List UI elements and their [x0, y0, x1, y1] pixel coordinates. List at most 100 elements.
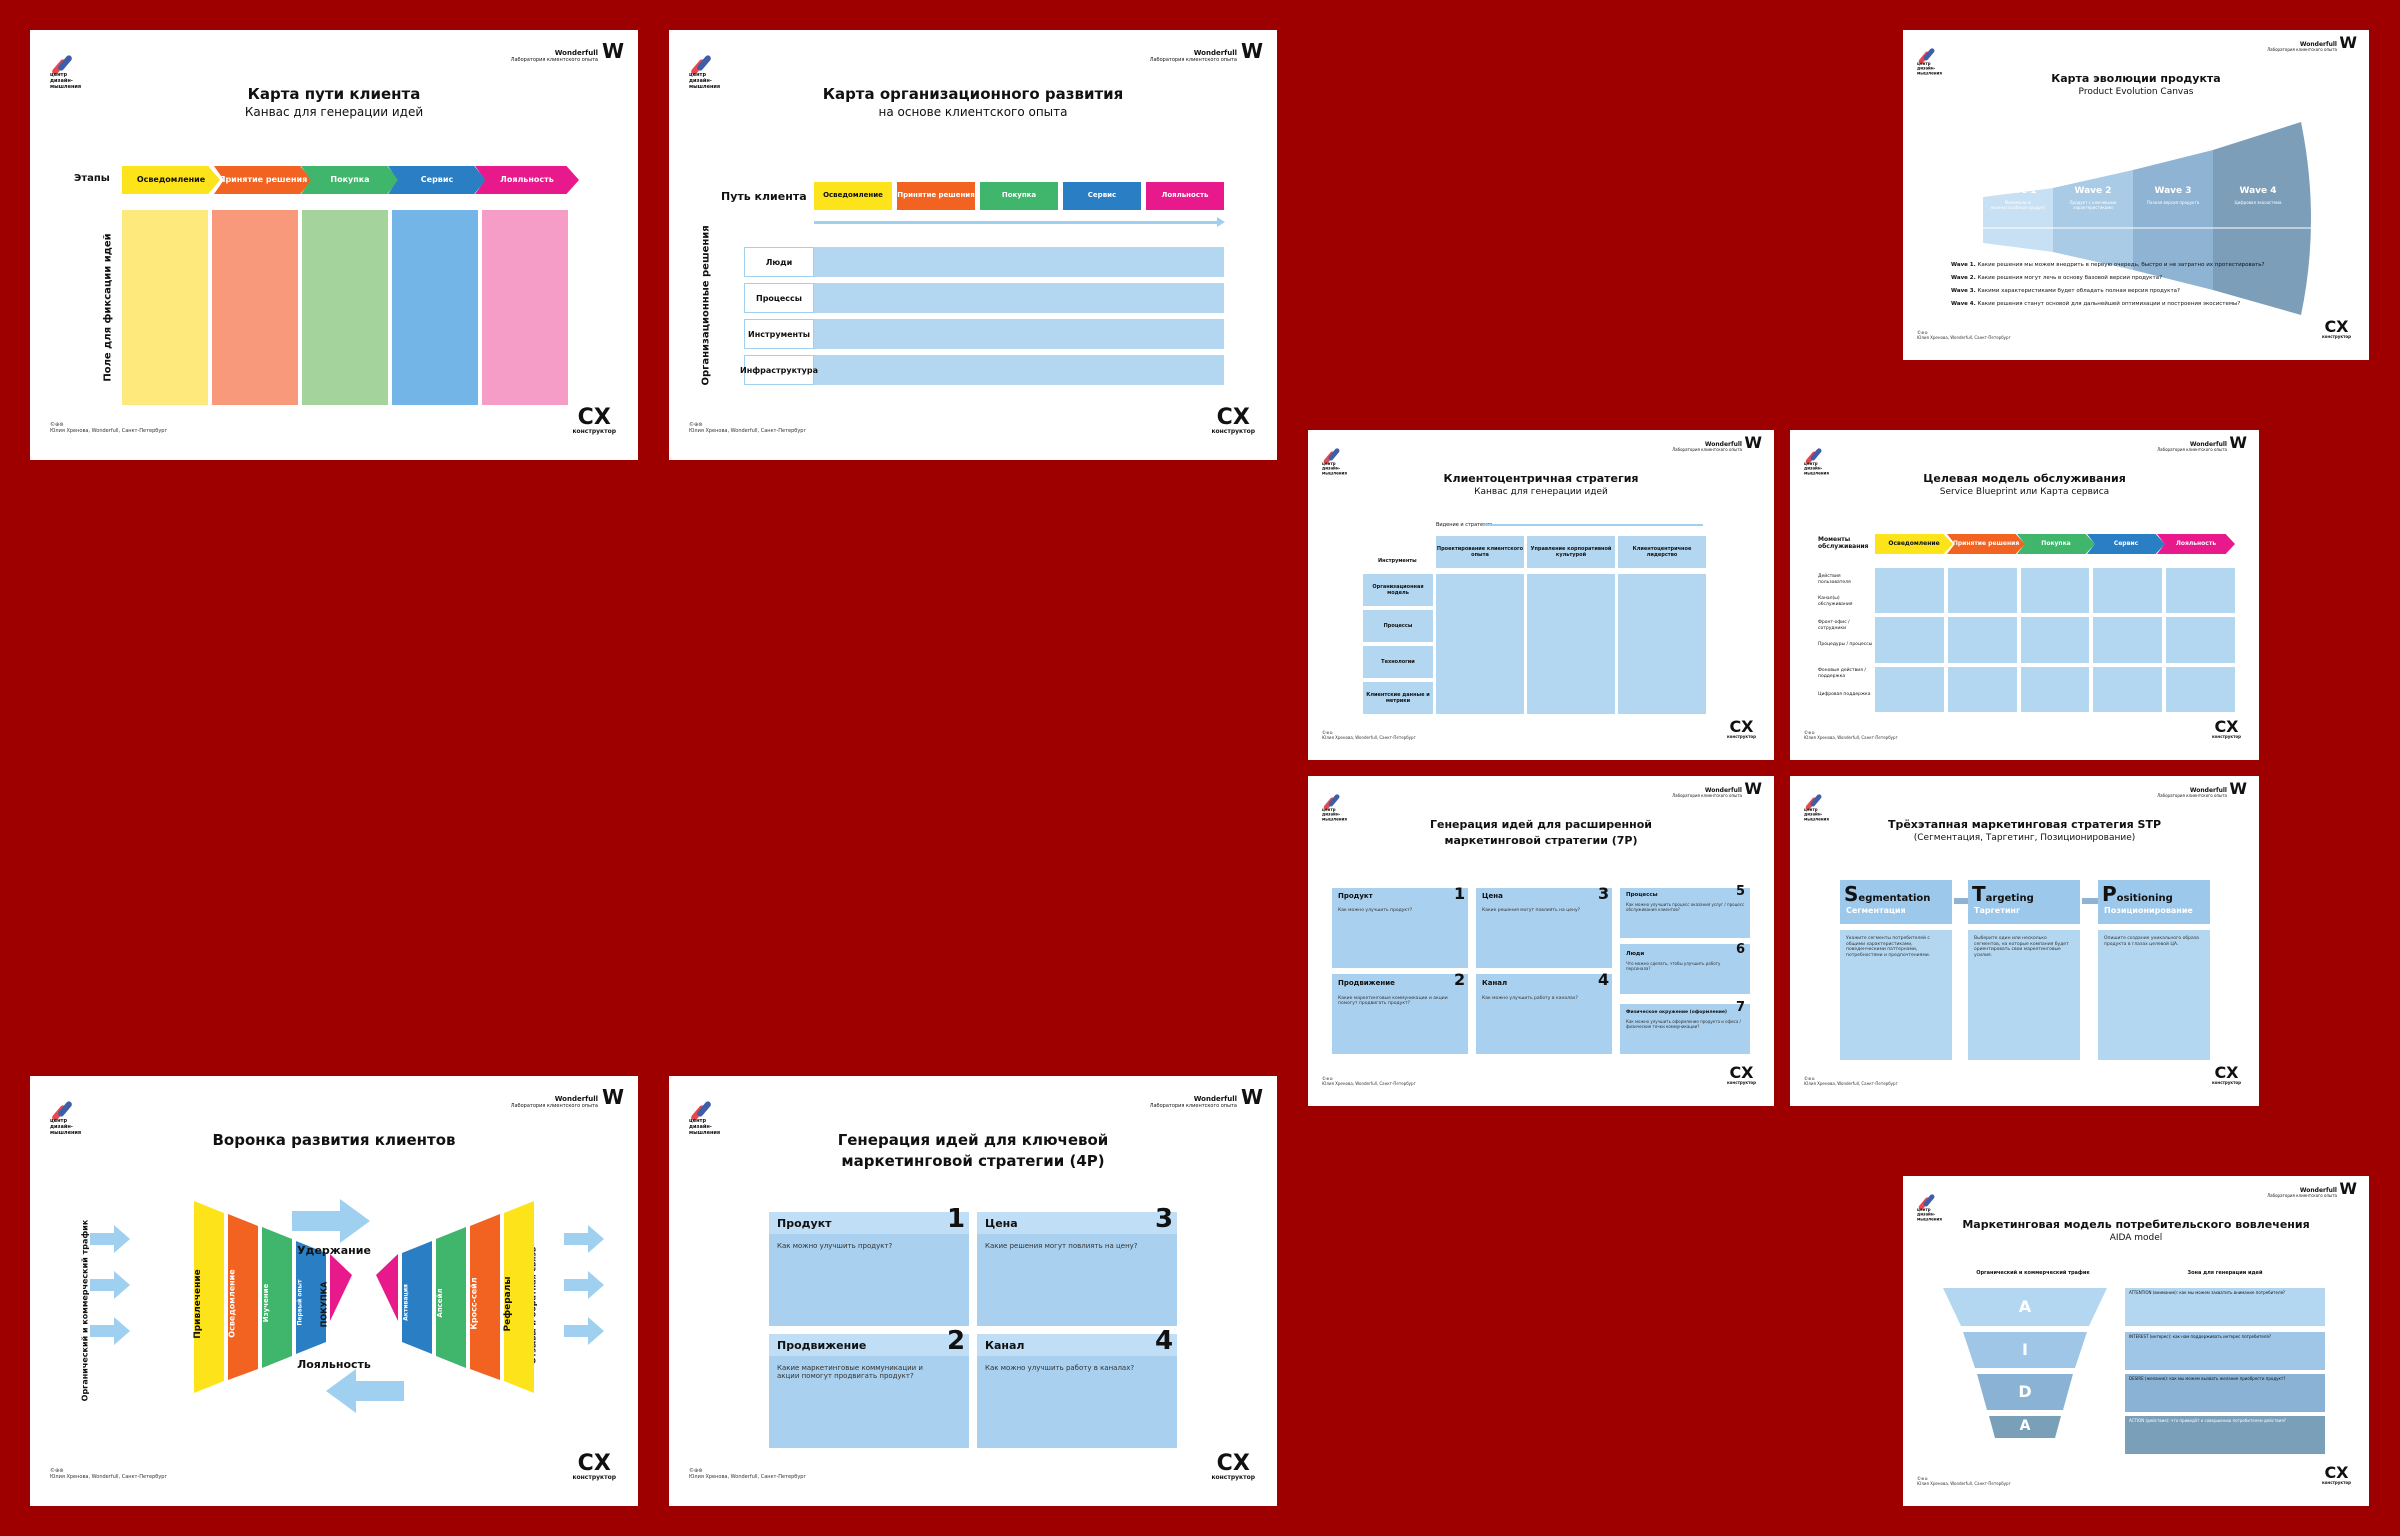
aida-letter-i: I: [2022, 1340, 2028, 1359]
strategy-col-header: Проектирование клиентского опыта: [1436, 536, 1524, 568]
stp-pos-field[interactable]: [2098, 930, 2210, 1060]
4p-promotion-number: 2: [947, 1326, 966, 1356]
in-arrow-3: [90, 1317, 130, 1345]
7p-place-box[interactable]: [1476, 974, 1612, 1054]
stp-tar-field[interactable]: [1968, 930, 2080, 1060]
card-stp[interactable]: центр дизайн-мышления Wonderfull Лаборато…: [1790, 776, 2259, 1106]
4p-place-question: Как можно улучшить работу в каналах?: [985, 1364, 1135, 1372]
card-7p[interactable]: центр дизайн-мышления Wonderfull Лаборато…: [1308, 776, 1774, 1106]
cx-logo: CX конструктор: [1726, 717, 1756, 740]
wave-4-shape: [2213, 122, 2311, 315]
org-row-processes[interactable]: [744, 283, 1224, 313]
stage-label: Кросс-сейл: [469, 1277, 479, 1330]
7p-product-title: Продукт: [1338, 892, 1373, 900]
card-4p[interactable]: центр дизайн-мышления Wonderfull Лаборато…: [669, 1076, 1277, 1506]
wonderfull-logo: Wonderfull Лаборатория клиентского опыта W: [2267, 1179, 2357, 1199]
stage-label-purchase: ПОКУПКА: [319, 1281, 329, 1328]
aida-action-layer: [1989, 1416, 2061, 1438]
7p-place-question: Как можно улучшить работу в каналах?: [1482, 996, 1578, 1001]
center-logo: центр дизайн-мышления: [50, 1096, 90, 1136]
7p-product-number: 1: [1454, 884, 1466, 903]
wave-1-desc: Минимально жизнеспособный продукт: [1990, 200, 2046, 210]
7p-process-box[interactable]: [1620, 888, 1750, 938]
aida-right-label: Зона для генерации идей: [2187, 1270, 2263, 1276]
stp-seg-field[interactable]: [1840, 930, 1952, 1060]
org-stage-loyalty: Лояльность: [1146, 182, 1224, 210]
bp-grid[interactable]: [1875, 568, 2235, 712]
card-title: Карта организационного развития: [822, 85, 1124, 103]
4p-product-title: Продукт: [777, 1217, 832, 1230]
strategy-grid-col[interactable]: [1527, 574, 1615, 714]
funnel-stage-study: [262, 1227, 292, 1368]
center-logo: центр дизайн-мышления: [1917, 44, 1949, 76]
aida-desire-field[interactable]: [2125, 1374, 2325, 1412]
card-org-development[interactable]: центр дизайн-мышления Wonderfull Лаборато…: [669, 30, 1277, 460]
7p-people-box[interactable]: [1620, 944, 1750, 994]
7p-physical-box[interactable]: [1620, 1004, 1750, 1054]
idea-column-decision[interactable]: [212, 210, 298, 405]
bp-row-label: Канал(ы) обслуживания: [1818, 596, 1853, 607]
aida-attention-layer: [1943, 1288, 2107, 1326]
aida-attention-field[interactable]: [2125, 1288, 2325, 1326]
strategy-grid-col[interactable]: [1618, 574, 1706, 714]
card-service-blueprint[interactable]: центр дизайн-мышления Wonderfull Лаборато…: [1790, 430, 2259, 760]
stage-label: Апсейл: [436, 1288, 444, 1318]
stp-seg-ru: Сегментация: [1846, 906, 1906, 915]
card-title: Воронка развития клиентов: [212, 1131, 456, 1149]
card-client-strategy[interactable]: центр дизайн-мышления Wonderfull Лаборато…: [1308, 430, 1774, 760]
bp-row-label: Действия пользователя: [1818, 574, 1851, 585]
org-row-label: Люди: [744, 247, 814, 277]
retention-arrow: [292, 1199, 370, 1243]
card-subtitle: на основе клиентского опыта: [878, 105, 1068, 119]
cx-logo: CX конструктор: [572, 405, 616, 435]
card-client-funnel[interactable]: центр дизайн-мышления Wonderfull Лаборато…: [30, 1076, 638, 1506]
stage-label: Первый опыт: [296, 1279, 304, 1326]
card-title: Генерация идей для ключевой: [837, 1131, 1109, 1149]
7p-physical-question: Как можно улучшить оформление продукта и…: [1626, 1019, 1741, 1029]
strategy-grid-col[interactable]: [1436, 574, 1524, 714]
funnel-stage-attraction: [194, 1201, 224, 1393]
4p-price-title: Цена: [985, 1217, 1018, 1230]
7p-product-box[interactable]: [1332, 888, 1468, 968]
idea-column-loyalty[interactable]: [482, 210, 568, 405]
bp-stage-service: Сервис: [2087, 534, 2165, 554]
7p-promotion-box[interactable]: [1332, 974, 1468, 1054]
card-subtitle: Канвас для генерации идей: [244, 105, 424, 119]
card-aida[interactable]: центр дизайн-мышления Wonderfull Лаборато…: [1903, 1176, 2369, 1506]
path-label: Путь клиента: [721, 190, 807, 203]
license-text: ©⊕⊜ Юлия Хренова, Wonderfull, Санкт-Петер…: [689, 422, 807, 434]
card-customer-journey-map[interactable]: центр дизайн-мышления Wonderfull Лаборато…: [30, 30, 638, 460]
7p-price-box[interactable]: [1476, 888, 1612, 968]
7p-process-title: Процессы: [1626, 892, 1658, 898]
wave-4-label: Wave 4: [2239, 186, 2277, 196]
aida-interest-text: INTEREST (интерес): как нам поддерживать…: [2129, 1334, 2271, 1339]
4p-promotion-question: Какие маркетинговые коммуникации и акции…: [777, 1364, 923, 1380]
idea-column-awareness[interactable]: [122, 210, 208, 405]
card-title-line2: маркетинговой стратегии (4P): [841, 1152, 1105, 1170]
card-subtitle: Канвас для генерации идей: [1474, 487, 1608, 497]
org-row-people[interactable]: [744, 247, 1224, 277]
7p-price-title: Цена: [1482, 892, 1503, 900]
aida-interest-field[interactable]: [2125, 1332, 2325, 1370]
aida-attention-text: ATTENTION (внимание): как мы можем захва…: [2129, 1290, 2286, 1295]
idea-column-purchase[interactable]: [302, 210, 388, 405]
org-stage-decision: Принятие решения: [897, 182, 975, 210]
7p-price-number: 3: [1598, 884, 1610, 903]
funnel-left-label: Органический и коммерческий трафик: [80, 1219, 90, 1402]
in-arrow-1: [90, 1225, 130, 1253]
loyalty-arrow: [326, 1369, 404, 1413]
org-row-infrastructure[interactable]: [744, 355, 1224, 385]
idea-column-service[interactable]: [392, 210, 478, 405]
strategy-row-label: Клиентские данные и метрики: [1363, 682, 1433, 714]
cx-logo: CX конструктор: [2321, 1463, 2351, 1486]
4p-promotion-title: Продвижение: [777, 1339, 867, 1352]
card-title-line2: маркетинговой стратегии (7P): [1444, 834, 1638, 847]
card-product-evolution[interactable]: центр дизайн-мышления Wonderfull Лаборато…: [1903, 30, 2369, 360]
aida-action-field[interactable]: [2125, 1416, 2325, 1454]
in-arrow-2: [90, 1271, 130, 1299]
stp-pos-question: Опишите создание уникального образа прод…: [2104, 936, 2199, 947]
7p-physical-title: Физическое окружение (оформление): [1626, 1010, 1727, 1015]
org-row-tools[interactable]: [744, 319, 1224, 349]
card-title: Целевая модель обслуживания: [1923, 472, 2126, 485]
card-subtitle: (Сегментация, Таргетинг, Позиционировани…: [1913, 833, 2136, 843]
